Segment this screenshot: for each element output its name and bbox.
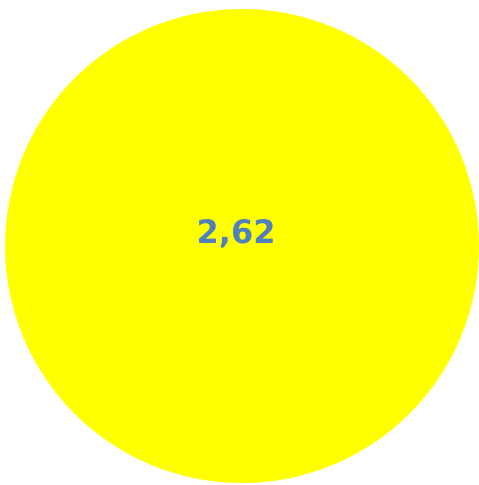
data-label: 2,62: [197, 213, 276, 251]
pie-slice: [5, 9, 479, 483]
